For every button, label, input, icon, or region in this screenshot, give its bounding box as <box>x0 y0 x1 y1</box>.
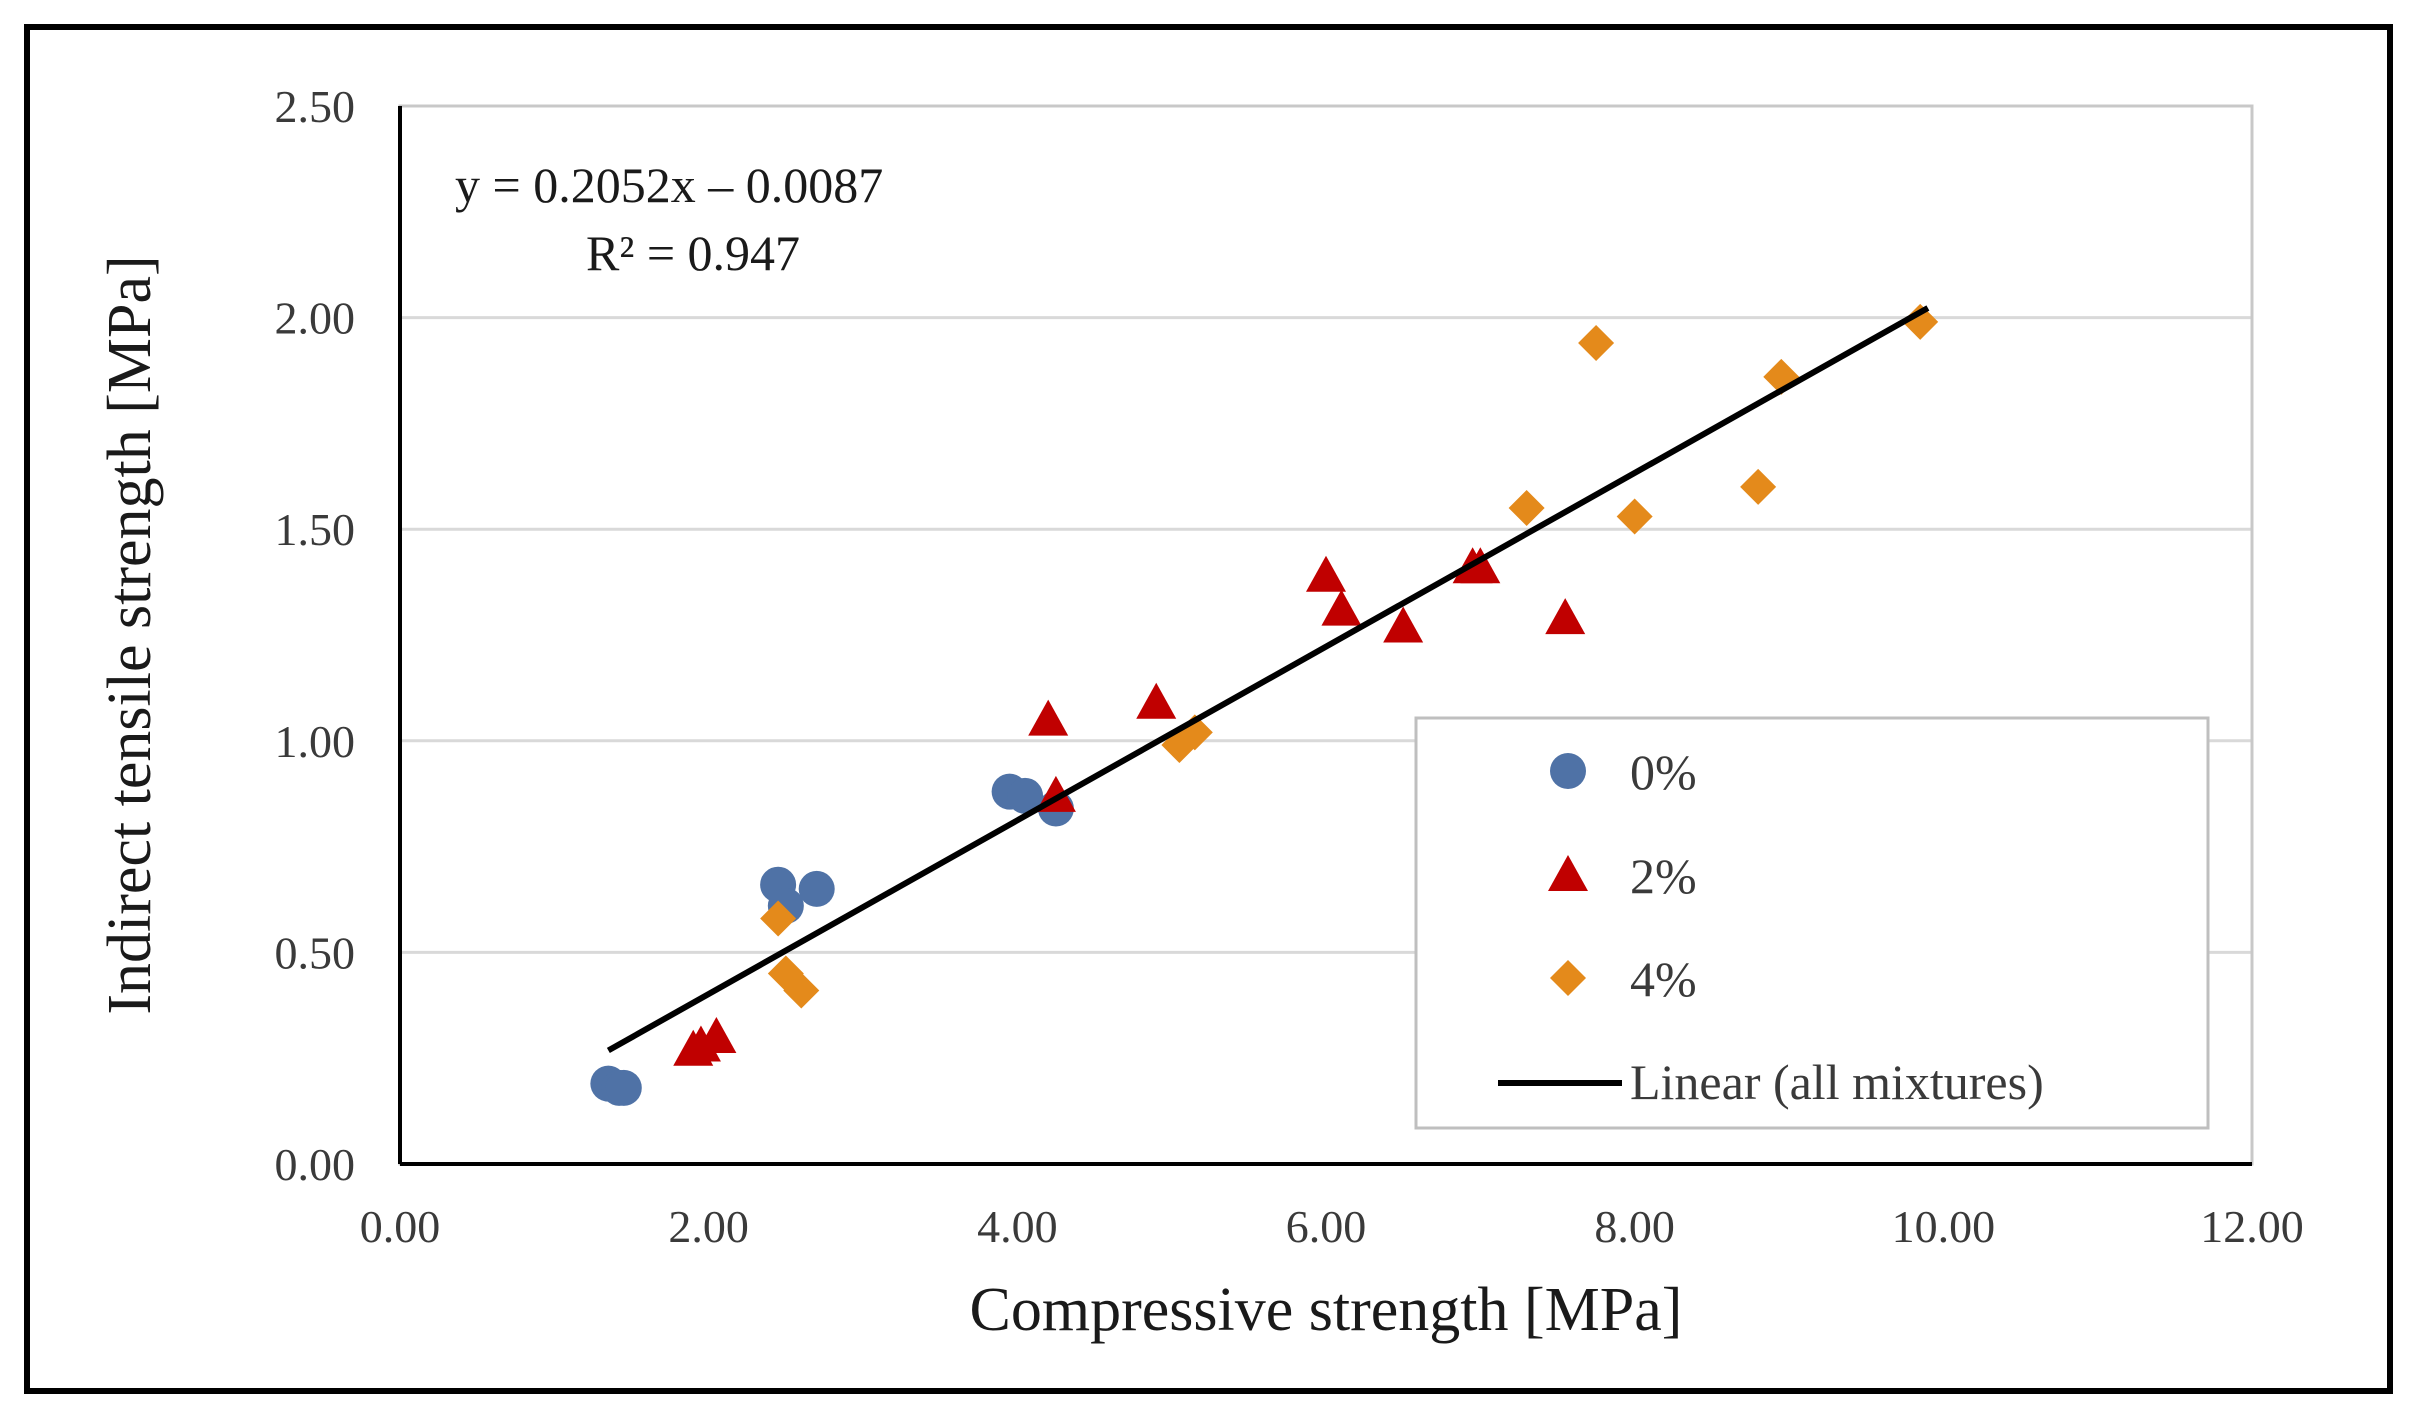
legend-label: Linear (all mixtures) <box>1630 1054 2044 1110</box>
figure-frame: 0.00 0.50 1.00 1.50 2.00 2.50 0.00 2.00 4.00 6.0… <box>24 24 2393 1394</box>
data-point-circle <box>798 870 835 907</box>
legend-marker-circle <box>1550 753 1586 789</box>
data-point-circle <box>1007 777 1044 814</box>
legend: 0% 2% 4% Linear (all mixtures) <box>1414 716 2210 1130</box>
y-axis-title: Indirect tensile strength [MPa] <box>96 255 164 1014</box>
x-tick-label: 2.00 <box>668 1201 749 1252</box>
data-point-diamond <box>1902 303 1939 340</box>
x-tick-label: 0.00 <box>360 1201 441 1252</box>
legend-label: 2% <box>1630 848 1697 904</box>
data-point-triangle <box>1545 598 1586 635</box>
y-tick-labels: 0.00 0.50 1.00 1.50 2.00 2.50 <box>275 81 356 1190</box>
data-point-diamond <box>1578 324 1615 361</box>
trendline <box>606 305 1930 1054</box>
legend-label: 0% <box>1630 744 1697 800</box>
y-tick-label: 1.00 <box>275 716 356 767</box>
data-point-triangle <box>1321 589 1362 626</box>
data-point-circle <box>605 1069 642 1106</box>
x-tick-label: 12.00 <box>2200 1201 2304 1252</box>
x-tick-labels: 0.00 2.00 4.00 6.00 8.00 10.00 12.00 <box>360 1201 2304 1252</box>
legend-marker-triangle <box>1548 855 1588 891</box>
y-tick-label: 2.00 <box>275 293 356 344</box>
data-point-triangle <box>1306 555 1346 592</box>
legend-marker-diamond <box>1550 960 1586 996</box>
data-point-triangle <box>696 1017 737 1054</box>
y-tick-label: 2.50 <box>275 81 356 132</box>
data-point-diamond <box>1616 498 1653 535</box>
x-axis-title: Compressive strength [MPa] <box>970 1276 1683 1344</box>
trendline-r2: R² = 0.947 <box>586 225 800 281</box>
y-tick-label: 0.00 <box>275 1139 356 1190</box>
data-point-triangle <box>1460 547 1501 584</box>
legend-box <box>1414 716 2210 1130</box>
data-point-triangle <box>1383 606 1424 643</box>
data-point-diamond <box>783 972 820 1009</box>
scatter-chart: 0.00 0.50 1.00 1.50 2.00 2.50 0.00 2.00 4.00 6.0… <box>96 81 2304 1344</box>
data-point-diamond <box>760 900 797 937</box>
data-point-triangle <box>1136 682 1177 719</box>
legend-label: 4% <box>1630 951 1697 1007</box>
data-point-diamond <box>1508 490 1545 527</box>
trendline-equation: y = 0.2052x – 0.0087 <box>455 157 883 213</box>
x-tick-label: 6.00 <box>1286 1201 1367 1252</box>
y-tick-label: 0.50 <box>275 927 356 978</box>
data-point-diamond <box>1740 468 1777 505</box>
x-tick-label: 8.00 <box>1594 1201 1675 1252</box>
y-tick-label: 1.50 <box>275 504 356 555</box>
x-tick-label: 4.00 <box>977 1201 1058 1252</box>
x-tick-label: 10.00 <box>1892 1201 1996 1252</box>
data-point-triangle <box>1028 699 1069 736</box>
